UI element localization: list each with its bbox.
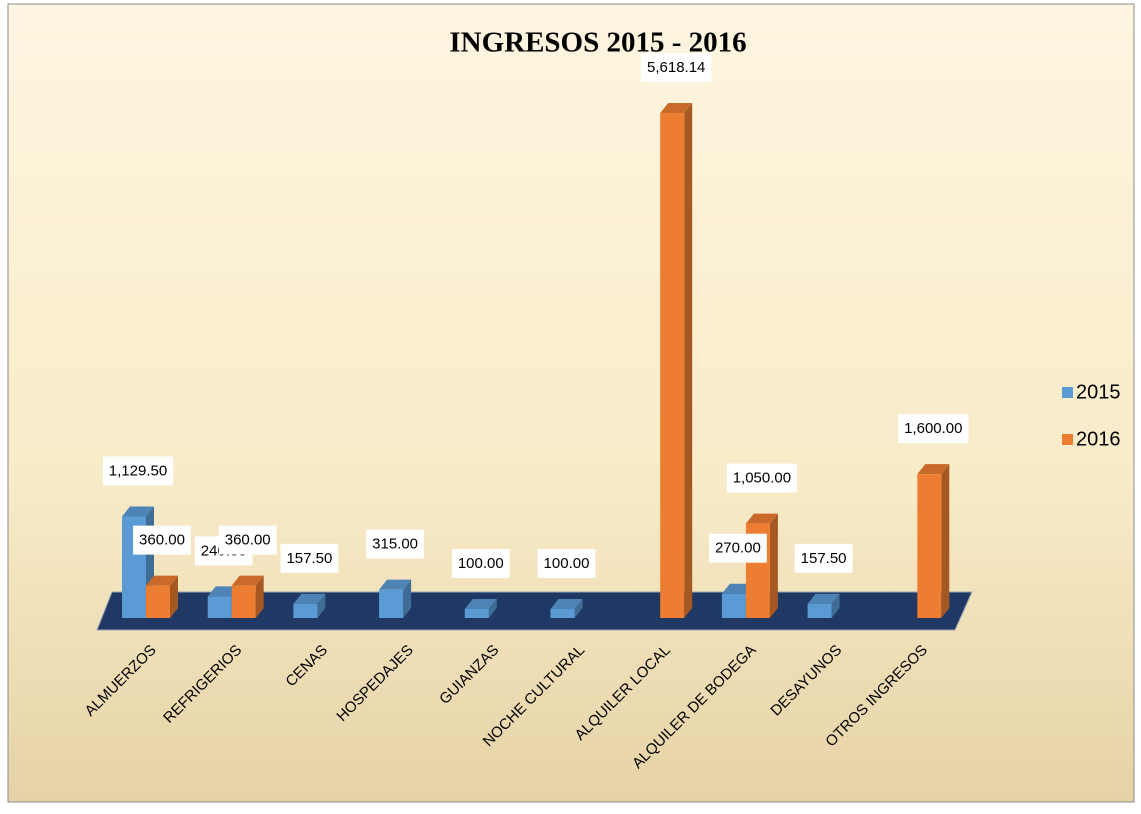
bar xyxy=(231,585,256,618)
bar-side xyxy=(941,464,950,618)
chart-background xyxy=(7,3,1135,803)
bar xyxy=(917,474,942,618)
bar xyxy=(464,609,489,618)
value-label: 360.00 xyxy=(225,532,271,549)
bar-top xyxy=(231,575,264,586)
bar-side xyxy=(684,103,693,618)
bar xyxy=(207,596,232,618)
value-label-box xyxy=(451,548,510,578)
bar-side xyxy=(170,575,178,618)
bar-side xyxy=(317,593,326,618)
bar-top xyxy=(379,579,412,590)
bar-top xyxy=(293,593,326,604)
bar-side xyxy=(769,513,778,618)
value-label: 5,618.14 xyxy=(647,59,705,76)
bar-top xyxy=(807,593,840,604)
legend-label: 2015 xyxy=(1076,381,1121,403)
value-label-box xyxy=(280,543,339,573)
value-label-box xyxy=(102,456,174,486)
bar-side xyxy=(403,579,412,618)
bar-top xyxy=(660,103,693,113)
value-label: 157.50 xyxy=(801,550,847,567)
bar-side xyxy=(831,593,840,618)
value-label-box xyxy=(794,543,853,573)
bar-top xyxy=(146,575,178,586)
value-label: 1,129.50 xyxy=(109,462,167,479)
bar-side xyxy=(574,599,583,618)
value-label: 270.00 xyxy=(715,540,761,557)
legend-label: 2016 xyxy=(1076,428,1121,450)
bar-top xyxy=(464,599,497,610)
bar-top xyxy=(917,464,950,475)
bar-side xyxy=(488,599,497,618)
bar-side xyxy=(255,575,264,618)
bar xyxy=(146,585,170,618)
bar xyxy=(807,603,832,618)
bar xyxy=(721,593,746,618)
value-label-box xyxy=(898,414,969,444)
value-label: 100.00 xyxy=(544,555,590,572)
value-label-box xyxy=(366,529,425,559)
bar xyxy=(550,609,575,618)
legend-swatch xyxy=(1062,434,1073,445)
value-label: 1,050.00 xyxy=(733,470,791,487)
value-label: 157.50 xyxy=(286,550,332,567)
bar xyxy=(379,589,404,618)
bar-top xyxy=(550,599,583,610)
value-label: 1,600.00 xyxy=(904,420,962,437)
value-label-box xyxy=(133,525,191,555)
bar xyxy=(660,113,685,618)
value-label: 100.00 xyxy=(458,555,504,572)
value-label-box xyxy=(537,548,596,578)
value-label-box xyxy=(218,525,277,555)
bar-top xyxy=(122,506,154,517)
bar xyxy=(293,603,318,618)
value-label-box xyxy=(708,533,767,563)
value-label: 315.00 xyxy=(372,536,418,553)
legend-swatch xyxy=(1062,387,1073,398)
value-label: 360.00 xyxy=(139,532,185,549)
bar-top xyxy=(745,513,778,524)
value-label-box xyxy=(641,52,712,82)
value-label-box xyxy=(726,463,798,493)
